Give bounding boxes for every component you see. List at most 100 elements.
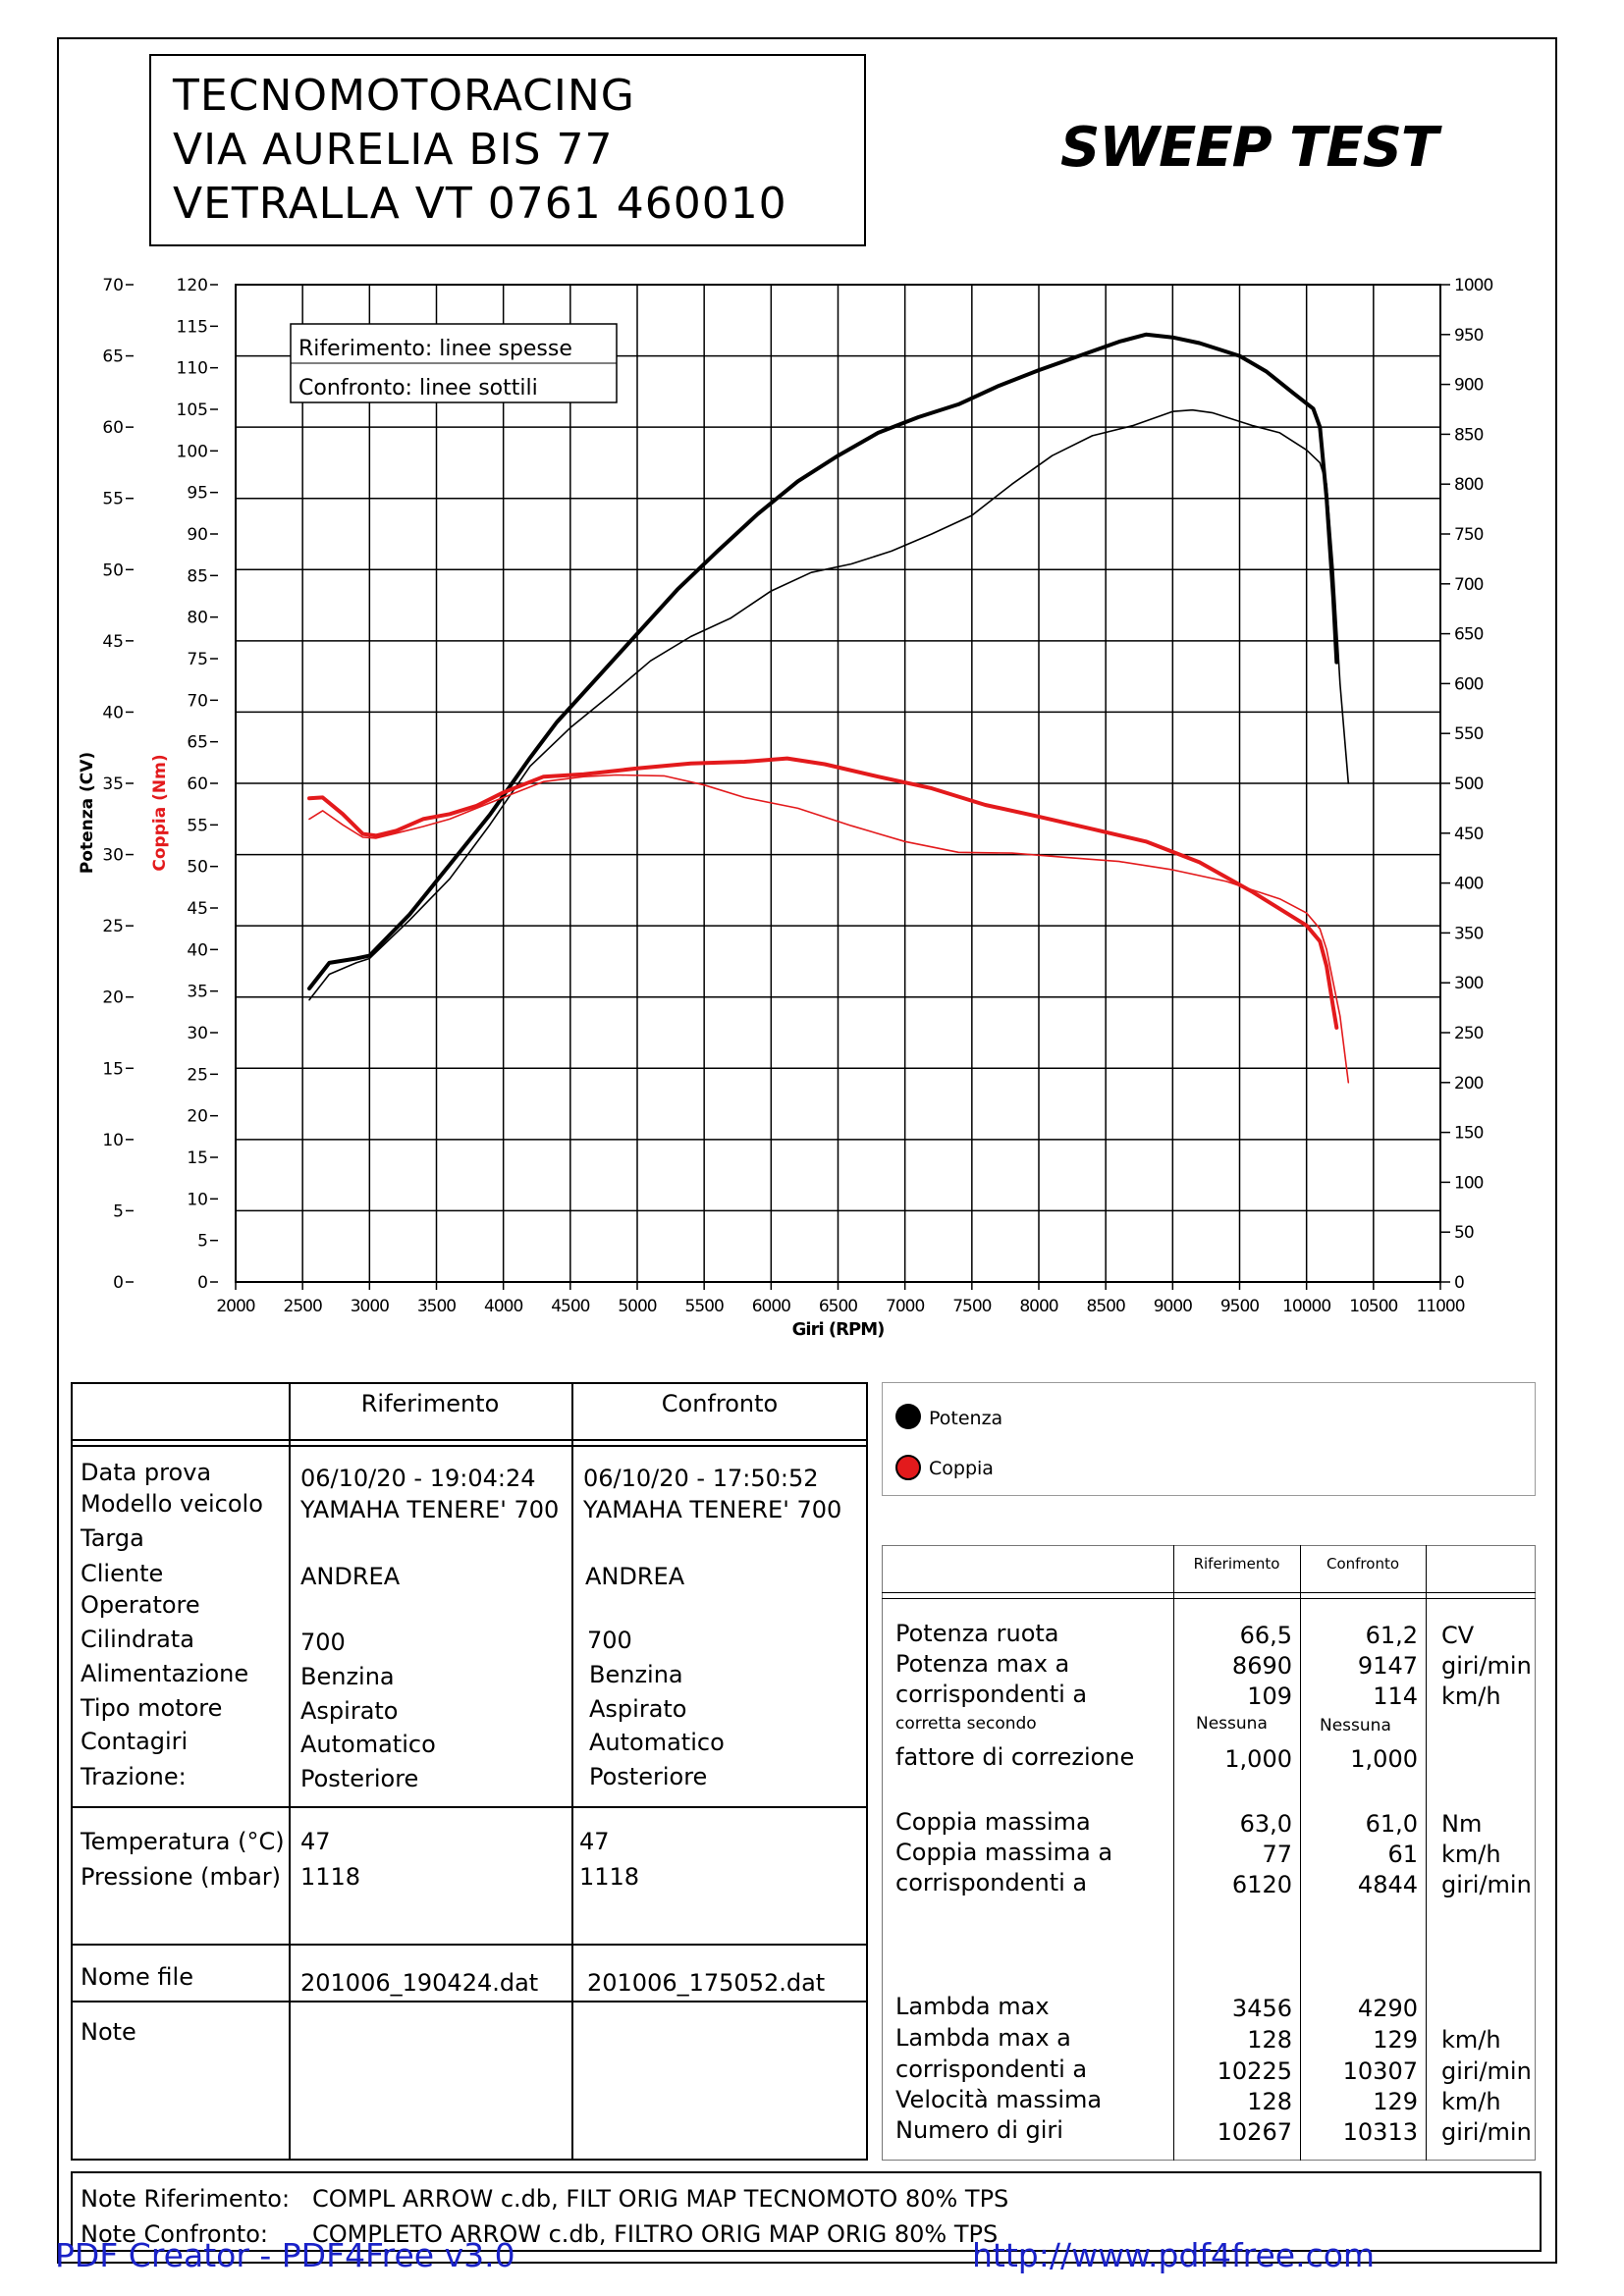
correction-label: corretta secondo bbox=[895, 1714, 1037, 1734]
right-tick-label: 750 bbox=[1454, 525, 1484, 545]
info-label: Alimentazione bbox=[81, 1660, 249, 1687]
x-tick-label: 2500 bbox=[284, 1297, 322, 1316]
info-divider bbox=[571, 1382, 573, 2161]
coppia-tick-label: 65 bbox=[187, 733, 208, 753]
right-tick-label: 850 bbox=[1454, 425, 1484, 445]
potenza-tick-label: 60 bbox=[102, 418, 124, 438]
potenza-axis-title: Potenza (CV) bbox=[78, 752, 97, 874]
info-label: Data prova bbox=[81, 1459, 212, 1486]
result-cmp-value: 61 bbox=[1387, 1841, 1418, 1868]
potenza-tick-label: 15 bbox=[102, 1059, 124, 1079]
env-label: Pressione (mbar) bbox=[81, 1863, 282, 1891]
x-tick-label: 6000 bbox=[752, 1297, 790, 1316]
potenza-tick-label: 35 bbox=[102, 774, 124, 794]
legend-box bbox=[882, 1382, 1536, 1496]
coppia-riferimento-line bbox=[307, 756, 1339, 1030]
result-ref-value: 63,0 bbox=[1239, 1810, 1292, 1838]
x-tick-label: 9500 bbox=[1220, 1297, 1259, 1316]
coppia-tick-label: 110 bbox=[177, 359, 208, 379]
env-cmp-value: 47 bbox=[579, 1828, 610, 1855]
coppia-tick-label: 0 bbox=[197, 1273, 208, 1293]
watermark-link[interactable]: http://www.pdf4free.com bbox=[972, 2236, 1376, 2274]
coppia-tick-label: 70 bbox=[187, 691, 208, 711]
coppia-tick-label: 55 bbox=[187, 816, 208, 835]
result-label: Lambda max bbox=[895, 1993, 1050, 2020]
right-tick-label: 400 bbox=[1454, 875, 1484, 894]
x-tick-label: 5500 bbox=[685, 1297, 724, 1316]
info-col-cmp: Confronto bbox=[661, 1390, 779, 1417]
info-label: Operatore bbox=[81, 1591, 200, 1619]
result-unit: giri/min bbox=[1441, 1652, 1532, 1680]
coppia-legend-icon bbox=[895, 1455, 921, 1480]
potenza-tick-label: 70 bbox=[102, 276, 124, 295]
coppia-tick-label: 40 bbox=[187, 940, 208, 960]
info-ref-value: Posteriore bbox=[300, 1765, 419, 1792]
result-label: corrispondenti a bbox=[895, 2056, 1088, 2083]
x-tick-label: 11000 bbox=[1416, 1297, 1464, 1316]
result-unit: km/h bbox=[1441, 2026, 1501, 2054]
x-tick-label: 8500 bbox=[1087, 1297, 1125, 1316]
potenza-tick-label: 20 bbox=[102, 988, 124, 1008]
potenza-tick-label: 65 bbox=[102, 347, 124, 367]
x-tick-label: 9000 bbox=[1154, 1297, 1192, 1316]
test-title: SWEEP TEST bbox=[1060, 116, 1438, 180]
result-ref-value: 128 bbox=[1247, 2088, 1292, 2115]
coppia-tick-label: 75 bbox=[187, 650, 208, 669]
info-cmp-value: 700 bbox=[587, 1627, 632, 1654]
coppia-tick-label: 85 bbox=[187, 566, 208, 586]
correction-ref: Nessuna bbox=[1196, 1714, 1268, 1734]
legend-entry-reference: Riferimento: linee spesse bbox=[298, 337, 572, 361]
result-cmp-value: 9147 bbox=[1357, 1652, 1418, 1680]
company-address: VIA AURELIA BIS 77 bbox=[173, 125, 614, 175]
coppia-tick-label: 105 bbox=[177, 400, 208, 420]
right-tick-label: 700 bbox=[1454, 575, 1484, 595]
legend-entry-comparison: Confronto: linee sottili bbox=[298, 376, 538, 400]
coppia-tick-label: 10 bbox=[187, 1190, 208, 1209]
potenza-tick-label: 10 bbox=[102, 1131, 124, 1150]
result-unit: km/h bbox=[1441, 2088, 1501, 2115]
coppia-tick-label: 80 bbox=[187, 609, 208, 628]
coppia-tick-label: 15 bbox=[187, 1148, 208, 1168]
x-tick-label: 4000 bbox=[484, 1297, 522, 1316]
right-tick-label: 100 bbox=[1454, 1173, 1484, 1193]
potenza-legend-icon bbox=[895, 1404, 921, 1429]
info-label: Targa bbox=[81, 1524, 144, 1552]
info-ref-value: Automatico bbox=[300, 1731, 436, 1758]
info-cmp-value: Posteriore bbox=[589, 1763, 708, 1790]
info-ref-value: 06/10/20 - 19:04:24 bbox=[300, 1465, 536, 1492]
result-ref-value: 3456 bbox=[1231, 1995, 1292, 2022]
potenza-confronto-line bbox=[308, 408, 1350, 1001]
file-label: Nome file bbox=[81, 1963, 193, 1991]
x-tick-label: 3500 bbox=[417, 1297, 456, 1316]
coppia-tick-label: 120 bbox=[177, 276, 208, 295]
x-tick-label: 8000 bbox=[1019, 1297, 1057, 1316]
potenza-tick-label: 0 bbox=[113, 1273, 124, 1293]
info-ref-value: YAMAHA TENERE' 700 bbox=[300, 1496, 560, 1523]
info-cmp-value: ANDREA bbox=[585, 1563, 685, 1590]
potenza-legend-label: Potenza bbox=[929, 1408, 1003, 1429]
notes-box bbox=[71, 2171, 1542, 2252]
company-name: TECNOMOTORACING bbox=[173, 71, 635, 121]
info-ref-value: Benzina bbox=[300, 1663, 395, 1690]
company-box bbox=[149, 54, 866, 246]
correction-cmp: Nessuna bbox=[1320, 1716, 1391, 1735]
right-tick-label: 500 bbox=[1454, 774, 1484, 794]
coppia-tick-label: 25 bbox=[187, 1065, 208, 1085]
right-tick-label: 50 bbox=[1454, 1223, 1474, 1243]
result-label: Coppia massima a bbox=[895, 1839, 1113, 1866]
result-label: corrispondenti a bbox=[895, 1869, 1088, 1896]
result-label: Numero di giri bbox=[895, 2116, 1063, 2144]
x-tick-label: 4500 bbox=[551, 1297, 589, 1316]
watermark-left[interactable]: PDF Creator - PDF4Free v3.0 bbox=[55, 2236, 515, 2274]
coppia-confronto-line bbox=[308, 774, 1350, 1084]
x-tick-label: 7500 bbox=[952, 1297, 991, 1316]
coppia-tick-label: 60 bbox=[187, 774, 208, 794]
factor-ref: 1,000 bbox=[1224, 1745, 1292, 1773]
right-tick-label: 250 bbox=[1454, 1024, 1484, 1043]
info-cmp-value: 06/10/20 - 17:50:52 bbox=[583, 1465, 819, 1492]
coppia-tick-label: 45 bbox=[187, 899, 208, 919]
result-cmp-value: 4844 bbox=[1357, 1871, 1418, 1898]
right-tick-label: 0 bbox=[1454, 1273, 1464, 1293]
potenza-tick-label: 5 bbox=[113, 1201, 124, 1221]
results-divider bbox=[1173, 1545, 1174, 2161]
